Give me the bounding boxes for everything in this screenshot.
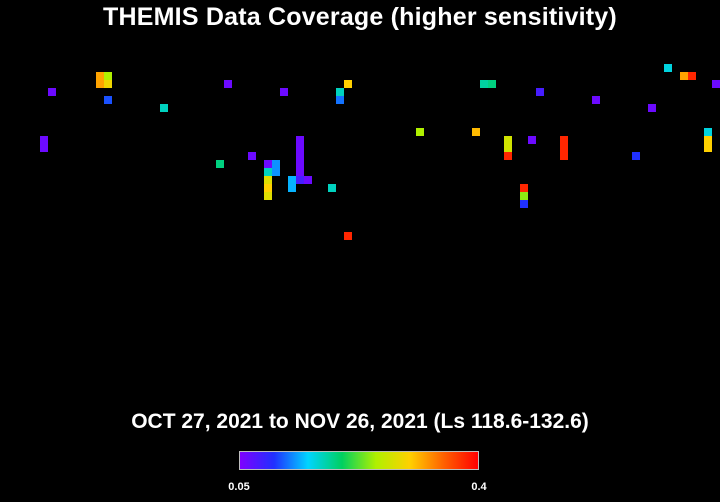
coverage-cell xyxy=(528,136,536,144)
coverage-cell xyxy=(520,184,528,192)
coverage-cell xyxy=(296,136,304,144)
coverage-cell xyxy=(288,176,296,184)
coverage-cell xyxy=(296,152,304,160)
colorbar-min-label: 0.05 xyxy=(228,481,250,493)
coverage-cell xyxy=(296,168,304,176)
coverage-cell xyxy=(40,136,48,144)
coverage-cell xyxy=(304,176,312,184)
coverage-cells xyxy=(40,64,720,240)
coverage-cell xyxy=(264,168,272,176)
coverage-cell xyxy=(96,80,104,88)
coverage-cell xyxy=(296,176,304,184)
coverage-cell xyxy=(296,160,304,168)
coverage-cell xyxy=(560,152,568,160)
coverage-cell xyxy=(664,64,672,72)
coverage-cell xyxy=(336,96,344,104)
coverage-cell xyxy=(416,128,424,136)
coverage-cell xyxy=(504,144,512,152)
coverage-cell xyxy=(40,144,48,152)
coverage-cell xyxy=(480,80,488,88)
coverage-cell xyxy=(296,144,304,152)
coverage-cell xyxy=(104,80,112,88)
coverage-cell xyxy=(472,128,480,136)
coverage-cell xyxy=(328,184,336,192)
coverage-cell xyxy=(264,160,272,168)
coverage-cell xyxy=(104,96,112,104)
coverage-cell xyxy=(96,72,104,80)
coverage-cell xyxy=(632,152,640,160)
coverage-cell xyxy=(344,80,352,88)
coverage-cell xyxy=(504,152,512,160)
colorbar-max-label: 0.4 xyxy=(471,481,487,493)
coverage-cell xyxy=(264,176,272,184)
coverage-cell xyxy=(288,184,296,192)
coverage-cell xyxy=(520,200,528,208)
coverage-cell xyxy=(264,184,272,192)
coverage-cell xyxy=(280,88,288,96)
coverage-cell xyxy=(272,168,280,176)
coverage-cell xyxy=(704,136,712,144)
coverage-cell xyxy=(224,80,232,88)
chart-title: THEMIS Data Coverage (higher sensitivity… xyxy=(103,3,617,31)
coverage-cell xyxy=(560,136,568,144)
coverage-cell xyxy=(48,88,56,96)
coverage-cell xyxy=(248,152,256,160)
coverage-cell xyxy=(648,104,656,112)
coverage-cell xyxy=(520,192,528,200)
coverage-cell xyxy=(160,104,168,112)
coverage-cell xyxy=(336,88,344,96)
coverage-cell xyxy=(536,88,544,96)
coverage-cell xyxy=(216,160,224,168)
coverage-cell xyxy=(272,160,280,168)
coverage-cell xyxy=(488,80,496,88)
coverage-cell xyxy=(592,96,600,104)
coverage-cell xyxy=(688,72,696,80)
colorbar xyxy=(239,451,479,470)
coverage-cell xyxy=(704,144,712,152)
coverage-cell xyxy=(104,72,112,80)
coverage-cell xyxy=(680,72,688,80)
date-range-subtitle: OCT 27, 2021 to NOV 26, 2021 (Ls 118.6-1… xyxy=(131,410,589,433)
coverage-cell xyxy=(264,192,272,200)
coverage-cell xyxy=(560,144,568,152)
coverage-cell xyxy=(712,80,720,88)
coverage-cell xyxy=(504,136,512,144)
coverage-cell xyxy=(344,232,352,240)
coverage-cell xyxy=(704,128,712,136)
